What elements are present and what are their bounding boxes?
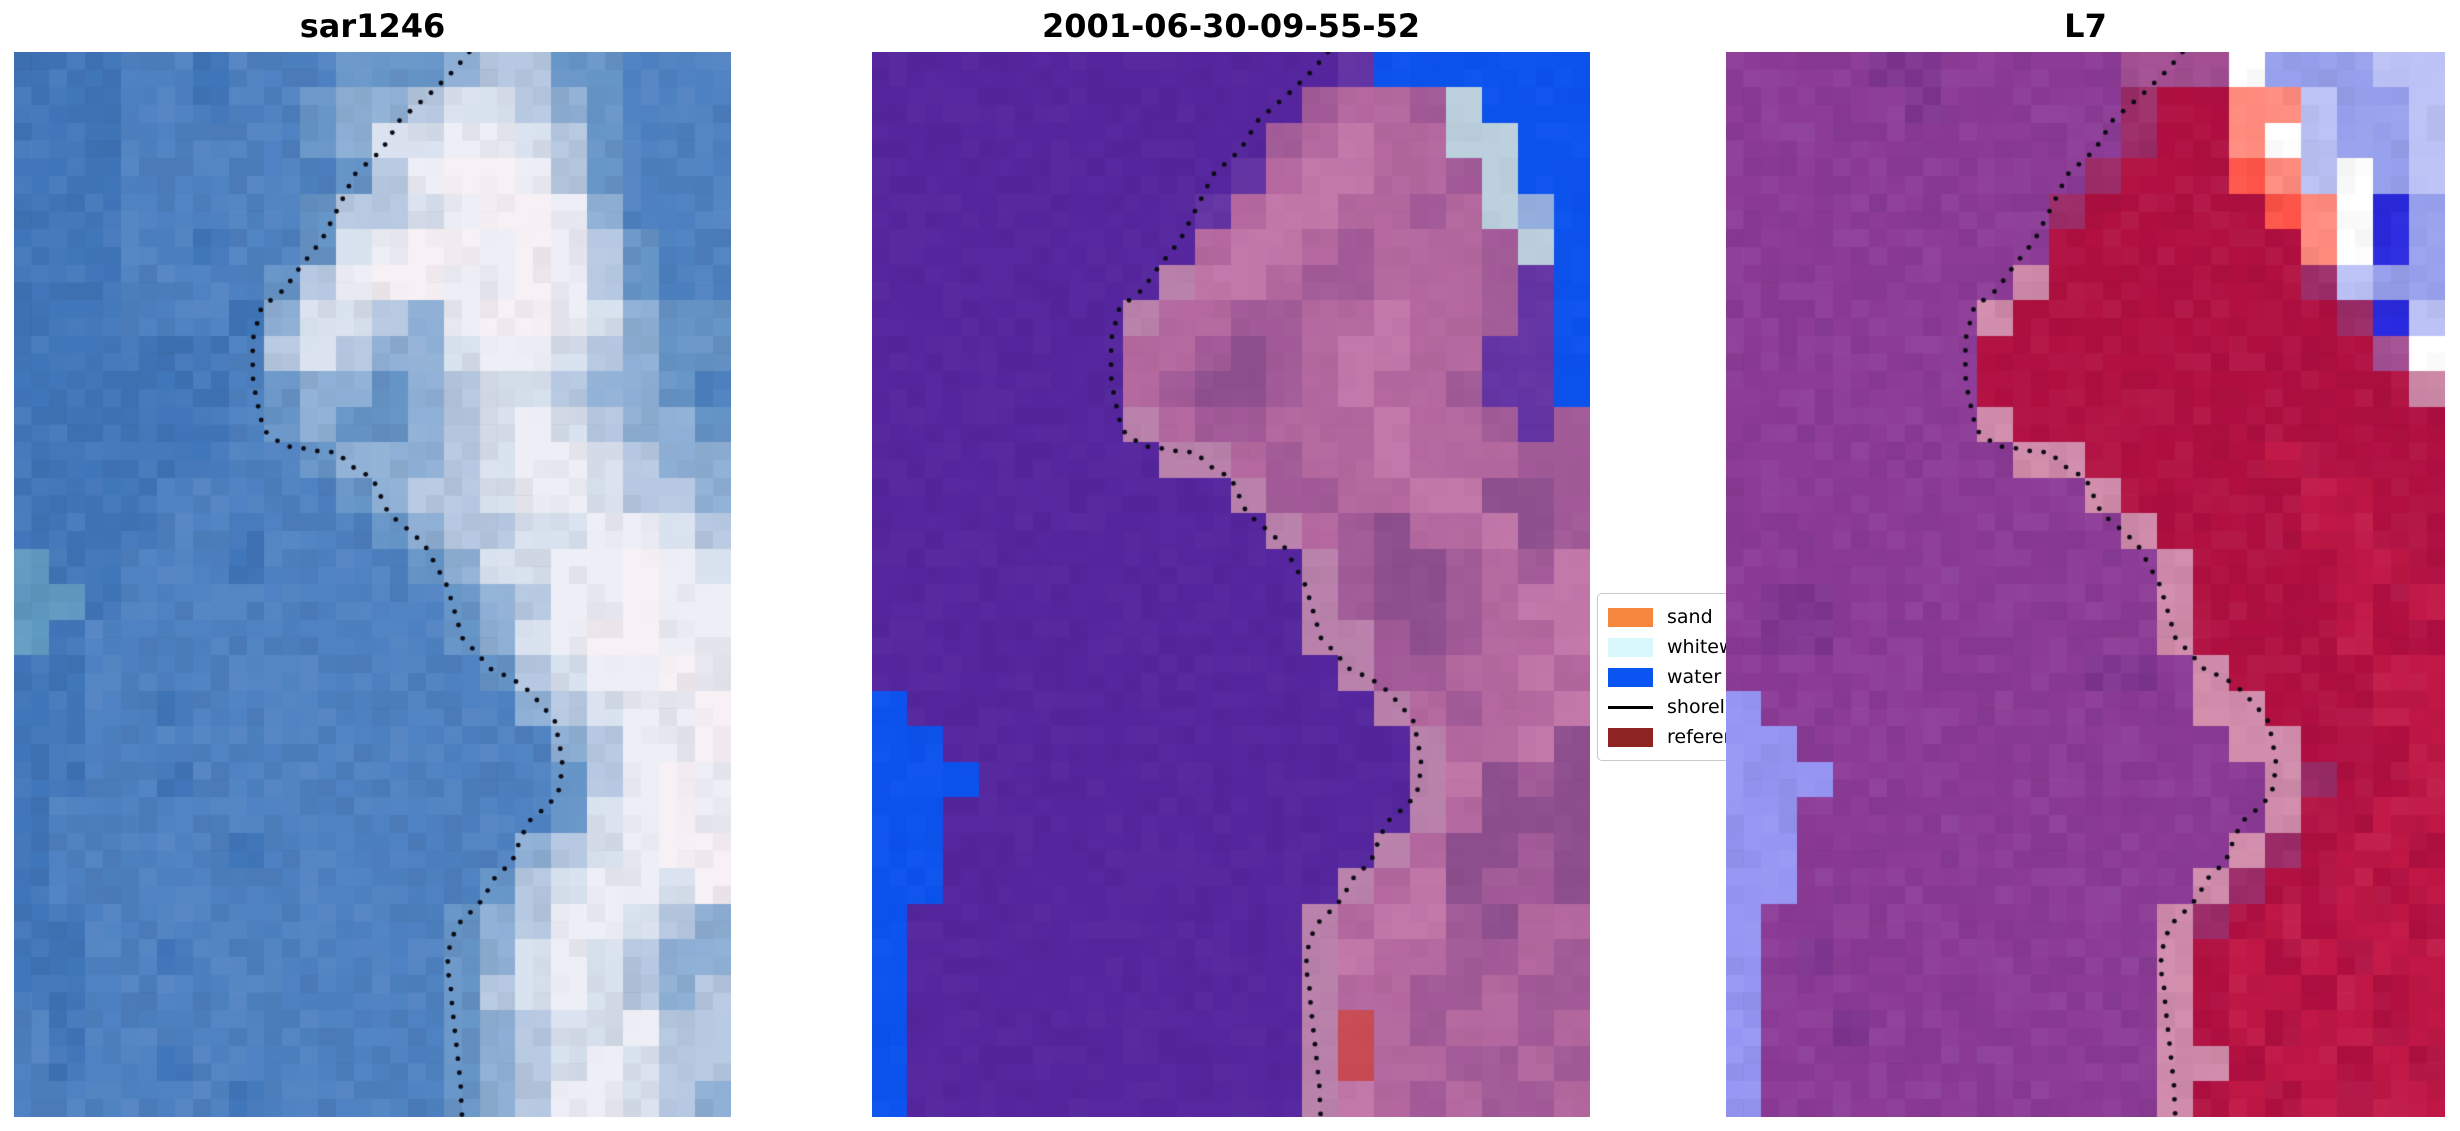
panel-title-date: 2001-06-30-09-55-52 [1041, 7, 1421, 45]
water-color-swatch [1608, 667, 1653, 687]
legend-entry-sand: sand [1608, 602, 1830, 632]
panel-image-l7 [1726, 52, 2445, 1117]
legend-label: water [1667, 666, 1722, 688]
shoreline-line-swatch [1608, 705, 1653, 709]
panel-image-classified [872, 52, 1590, 1117]
panel-image-sar1246 [14, 52, 731, 1117]
reference-shoreline-color-swatch [1608, 727, 1653, 747]
sand-color-swatch [1608, 607, 1653, 627]
legend-label: sand [1667, 606, 1713, 628]
legend-entry-water: water [1608, 662, 1830, 692]
panel-title-l7: L7 [2064, 7, 2107, 45]
panel-title-sar1246: sar1246 [299, 7, 446, 45]
whitewater-color-swatch [1608, 637, 1653, 657]
